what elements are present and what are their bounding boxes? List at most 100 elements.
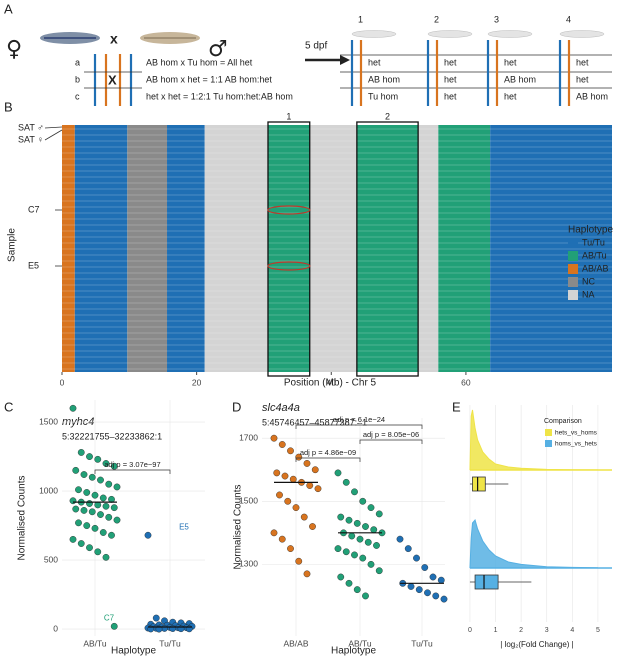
legend-title: Comparison <box>544 418 582 425</box>
legend-label: NC <box>582 276 595 286</box>
x-tick-label: 0 <box>60 377 65 387</box>
x-axis-label: Haplotype <box>331 646 376 657</box>
point <box>306 482 314 489</box>
genotype: het <box>504 91 517 101</box>
point <box>99 529 107 536</box>
point <box>69 404 77 412</box>
y-axis-label: Normalised Counts <box>17 475 28 560</box>
x-tick-label: AB/Tu <box>348 638 372 648</box>
genotype: het <box>444 57 457 67</box>
p-value: adj p = 3.07e−97 <box>104 460 160 469</box>
point <box>69 497 77 505</box>
point <box>342 548 350 556</box>
larva <box>559 30 605 38</box>
region-label: 2 <box>385 111 390 121</box>
point <box>102 460 110 467</box>
point <box>375 510 383 518</box>
point <box>334 469 342 477</box>
y-tick-label: 1700 <box>239 432 258 442</box>
point <box>396 535 404 543</box>
point <box>99 494 107 502</box>
region-box <box>356 121 419 377</box>
x-tick-label: 0 <box>468 627 472 634</box>
p-value: adj p = 8.05e−06 <box>363 430 419 439</box>
point <box>72 505 80 513</box>
point <box>169 625 177 632</box>
point <box>359 554 367 562</box>
panel-label: D <box>232 399 241 414</box>
point <box>337 573 345 581</box>
cross-mark: X <box>108 72 117 87</box>
point <box>273 469 281 477</box>
y-axis-label: Sample <box>7 228 18 262</box>
column-label: 4 <box>566 14 571 24</box>
y-tick-label: 0 <box>53 623 58 633</box>
point <box>407 583 415 590</box>
point <box>356 535 364 543</box>
point <box>421 564 429 571</box>
x-axis-label: | log₂(Fold Change) | <box>500 640 574 649</box>
point <box>353 586 361 594</box>
row-label: SAT ♂ <box>18 122 44 132</box>
point <box>270 529 278 537</box>
point <box>370 526 378 534</box>
point <box>362 592 369 600</box>
cross-symbol: x <box>110 31 118 47</box>
point <box>432 592 440 600</box>
chart-subtitle: 5:45746457–45877387:–1 <box>262 417 367 427</box>
point <box>102 502 110 510</box>
point <box>270 434 278 442</box>
point <box>287 545 294 553</box>
legend-swatch <box>545 429 552 436</box>
x-tick-label: 20 <box>192 377 202 387</box>
legend-swatch <box>568 277 578 287</box>
point <box>404 545 412 553</box>
heatmap-cell <box>490 125 612 372</box>
cross-text: AB hom x Tu hom = All het <box>146 57 253 67</box>
legend-label: NA <box>582 289 595 299</box>
point <box>303 460 311 467</box>
point <box>367 504 375 511</box>
larva <box>427 30 473 38</box>
point <box>348 532 356 540</box>
row-pointer <box>44 126 63 129</box>
heatmap-cell <box>267 125 310 372</box>
x-tick-label: 3 <box>545 627 549 634</box>
point <box>345 516 353 524</box>
heatmap-cell <box>127 125 168 372</box>
point <box>429 573 437 581</box>
y-tick-label: 1500 <box>39 416 58 426</box>
point <box>351 488 358 496</box>
row-label: E5 <box>28 260 39 270</box>
point <box>88 508 96 516</box>
point <box>72 466 80 474</box>
point <box>364 538 372 546</box>
point <box>300 513 308 521</box>
y-tick-label: 1000 <box>39 485 58 495</box>
genotype: AB hom <box>368 74 400 84</box>
point <box>314 485 322 493</box>
cross-text: AB hom x het = 1:1 AB hom:het <box>146 74 272 84</box>
point <box>303 570 311 578</box>
point <box>83 489 91 496</box>
x-tick-label: AB/AB <box>283 638 308 648</box>
point <box>334 545 342 553</box>
genotype: het <box>444 74 457 84</box>
panel-label: E <box>452 399 461 414</box>
column-label: 1 <box>358 14 363 24</box>
bracket <box>94 469 171 474</box>
legend-label: AB/Tu <box>582 250 607 260</box>
point <box>295 453 303 461</box>
point <box>86 500 93 507</box>
point <box>367 560 375 568</box>
point <box>110 504 118 512</box>
point <box>113 483 121 491</box>
point <box>424 589 431 597</box>
point <box>69 535 77 543</box>
box <box>474 574 499 590</box>
point <box>342 478 350 486</box>
point <box>413 554 420 562</box>
x-axis-label: Haplotype <box>111 646 156 657</box>
box <box>472 476 486 492</box>
